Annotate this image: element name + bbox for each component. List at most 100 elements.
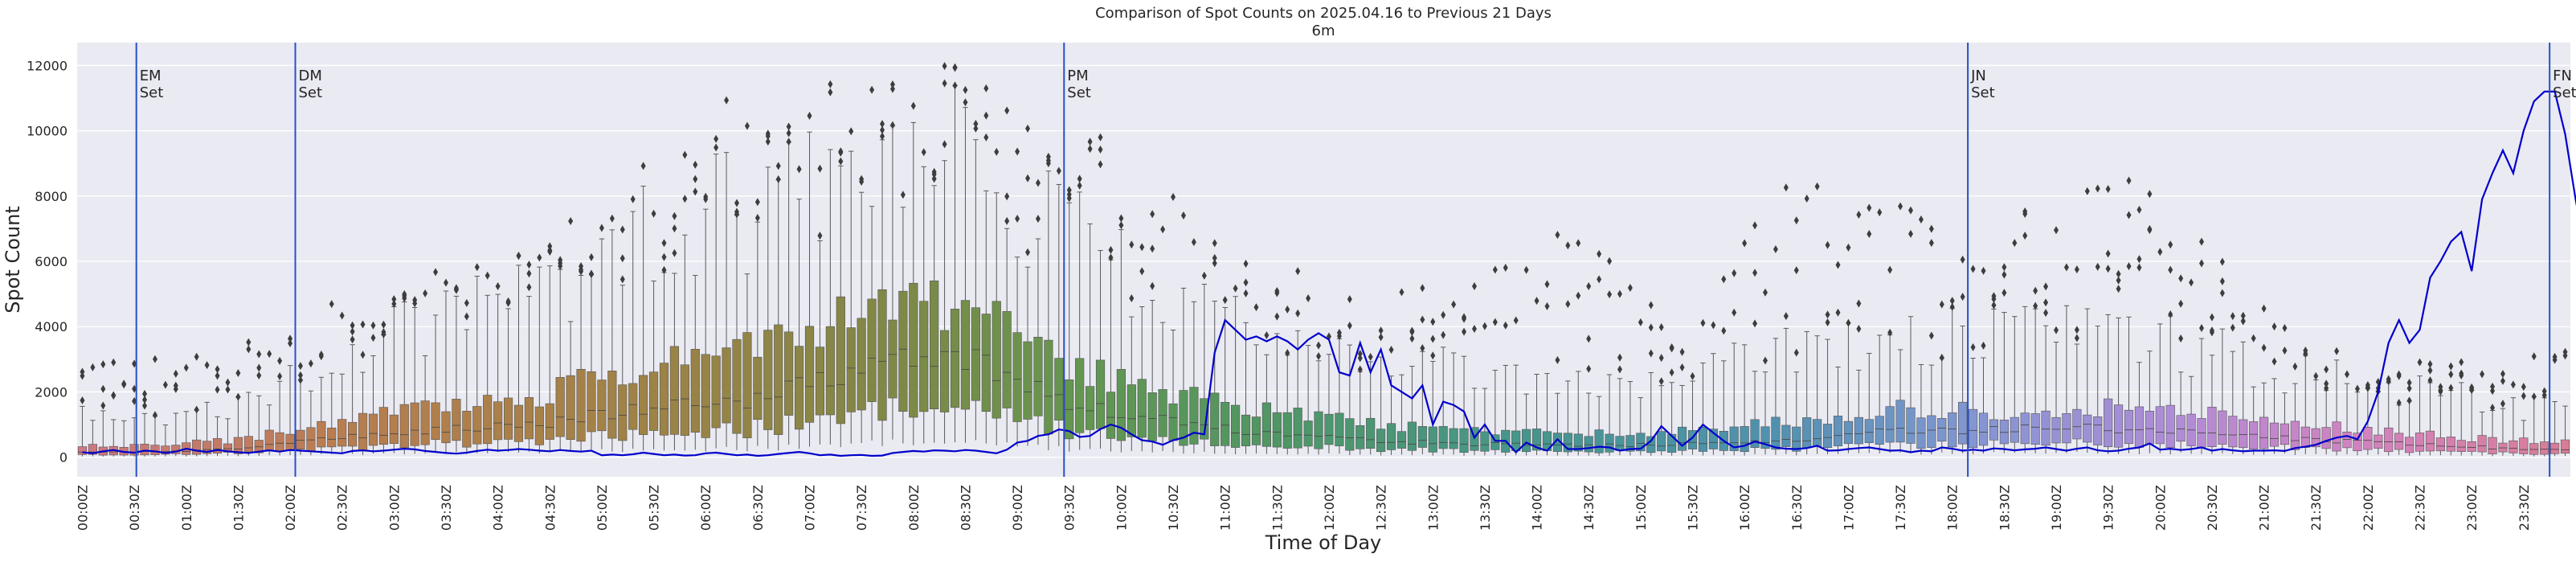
box-body	[1875, 416, 1884, 445]
box-body	[2540, 442, 2549, 455]
x-tick-label: 14:00Z	[1530, 485, 1545, 531]
x-tick-label: 04:30Z	[542, 485, 558, 531]
x-tick-label: 16:00Z	[1737, 485, 1752, 531]
box-body	[1159, 389, 1167, 437]
box-body	[2000, 420, 2009, 444]
box-body	[763, 330, 772, 430]
box-body	[546, 404, 554, 440]
box-body	[2229, 416, 2238, 447]
box-body	[1241, 415, 1250, 446]
box-body	[463, 411, 472, 447]
box-body	[2114, 405, 2123, 448]
box-body	[816, 347, 824, 415]
box-body	[1013, 333, 1022, 422]
box-body	[2166, 405, 2175, 448]
box-body	[1221, 402, 1229, 445]
box-body	[1772, 417, 1781, 449]
box-body	[743, 333, 752, 438]
x-tick-label: 06:30Z	[750, 485, 766, 531]
x-tick-label: 04:00Z	[491, 485, 506, 531]
box-body	[400, 404, 409, 448]
chart-subtitle: 6m	[1312, 23, 1335, 39]
x-tick-label: 21:00Z	[2257, 485, 2272, 531]
box-body	[2021, 413, 2030, 444]
box-body	[1450, 429, 1458, 449]
box-body	[421, 401, 430, 445]
box-body	[2291, 421, 2300, 449]
box-body	[909, 283, 918, 417]
box-body	[2343, 432, 2352, 448]
box-body	[431, 403, 440, 440]
box-body	[2145, 411, 2154, 444]
box-body	[1979, 413, 1988, 445]
box-body	[889, 320, 898, 398]
box-body	[2031, 413, 2040, 444]
box-body	[1823, 424, 1832, 447]
box-body	[712, 356, 721, 428]
box-body	[940, 330, 949, 412]
plot-area	[77, 43, 2570, 477]
x-tick-label: 18:30Z	[1997, 485, 2012, 531]
box-body	[369, 414, 378, 445]
box-body	[1408, 422, 1417, 450]
box-body	[1138, 379, 1147, 437]
box-body	[836, 297, 845, 424]
box-body	[1657, 432, 1666, 451]
box-body	[795, 347, 803, 429]
box-body	[722, 348, 731, 424]
box-body	[670, 347, 679, 435]
x-tick-label: 10:00Z	[1114, 485, 1129, 531]
box-body	[411, 403, 419, 445]
box-body	[1169, 404, 1178, 441]
box-body	[1325, 414, 1334, 445]
box-body	[1335, 413, 1344, 446]
box-body	[930, 281, 938, 408]
x-tick-label: 03:30Z	[439, 485, 454, 531]
x-tick-label: 06:00Z	[698, 485, 714, 531]
x-axis-label: Time of Day	[1265, 531, 1382, 554]
box-body	[2218, 411, 2227, 445]
box-body	[2073, 409, 2082, 439]
box-body	[2208, 407, 2217, 446]
box-body	[1584, 437, 1593, 452]
x-tick-label: 13:00Z	[1425, 485, 1441, 531]
box-body	[2042, 411, 2051, 445]
box-body	[192, 440, 201, 454]
box-body	[1294, 408, 1302, 448]
box-body	[2394, 433, 2403, 449]
box-body	[2270, 423, 2279, 446]
y-tick-label: 10000	[27, 124, 67, 139]
box-body	[2364, 427, 2373, 449]
box-body	[1854, 417, 1863, 444]
box-body	[1886, 407, 1895, 442]
box-body	[618, 385, 627, 441]
box-body	[1346, 419, 1355, 450]
box-body	[2426, 431, 2435, 451]
box-body	[2415, 433, 2424, 451]
box-body	[2468, 441, 2476, 451]
box-body	[1834, 416, 1842, 445]
box-body	[1948, 412, 1957, 446]
box-body	[1740, 426, 1749, 451]
x-tick-label: 15:30Z	[1685, 485, 1700, 531]
box-body	[1086, 387, 1094, 430]
x-tick-label: 23:00Z	[2464, 485, 2480, 531]
x-tick-label: 18:00Z	[1945, 485, 1961, 531]
box-body	[1127, 384, 1136, 437]
y-axis-label: Spot Count	[2, 206, 24, 313]
box-body	[1106, 392, 1115, 439]
box-body	[598, 380, 607, 431]
box-body	[1034, 337, 1043, 416]
x-tick-label: 00:30Z	[127, 485, 142, 531]
box-body	[1907, 408, 1916, 443]
box-body	[1210, 393, 1219, 446]
x-tick-label: 07:30Z	[854, 485, 869, 531]
box-body	[1844, 421, 1853, 444]
box-body	[2104, 399, 2112, 447]
box-body	[337, 420, 346, 446]
